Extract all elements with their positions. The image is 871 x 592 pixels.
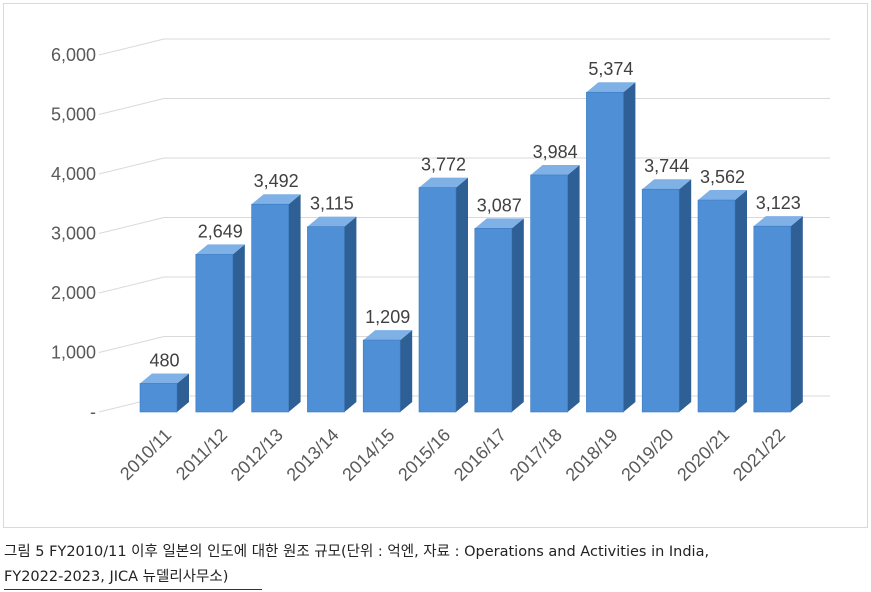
bar-top [530,164,580,175]
x-tick-label: 2020/21 [673,425,733,485]
caption-underline [4,589,262,590]
bar [530,174,568,413]
data-label: 1,209 [365,307,410,327]
bar-side [511,218,524,412]
x-tick-label: 2016/17 [450,425,510,485]
bar-side [735,190,747,412]
gridline-diagonal [98,157,165,175]
bar-side [344,216,357,412]
data-label: 480 [149,350,179,370]
y-tick-label: - [90,402,96,422]
bar [474,228,513,413]
bar [586,91,624,413]
y-tick-label: 4,000 [51,164,96,184]
y-tick-label: 2,000 [51,283,96,303]
y-tick-label: 3,000 [51,224,96,244]
bar [641,188,680,413]
bar-side [232,244,245,412]
gridline-diagonal [98,217,165,234]
bar-side [567,164,580,412]
bar-top [307,216,357,227]
x-tick-label: 2015/16 [394,425,454,485]
bar-top [251,194,301,205]
data-label: 5,374 [588,59,633,79]
bar [697,199,736,413]
bar-top [140,373,189,384]
x-tick-label: 2019/20 [617,425,677,485]
bar-top [753,216,803,227]
data-label: 3,087 [477,195,522,215]
bar-side [456,177,468,412]
data-label: 3,123 [756,193,801,213]
bar [418,187,457,413]
x-tick-label: 2011/12 [172,425,231,484]
bar-top [698,190,747,201]
bar-top [586,82,636,93]
bar-top [195,244,245,255]
data-label: 3,492 [254,171,299,191]
bar-side [790,216,803,412]
bar-top [642,179,692,190]
bar-top [474,218,524,229]
data-label: 3,115 [310,194,354,214]
x-tick-label: 2017/18 [506,425,566,485]
x-tick-label: 2021/22 [729,425,789,485]
bar-side [679,179,692,412]
bar-side [400,330,413,412]
x-tick-label: 2018/19 [562,425,622,485]
data-label: 3,984 [533,142,578,162]
gridline-diagonal [98,276,165,294]
gridline-diagonal [98,336,165,353]
data-label: 3,772 [421,155,466,175]
y-tick-label: 5,000 [51,105,96,125]
bar-top [363,330,413,341]
figure-caption: 그림 5 FY2010/11 이후 일본의 인도에 대한 원조 규모(단위 : … [4,540,868,590]
bar-side [623,82,636,412]
bar [195,254,234,413]
bar [307,226,345,413]
caption-line-1: 그림 5 FY2010/11 이후 일본의 인도에 대한 원조 규모(단위 : … [4,544,710,560]
bar [251,203,289,413]
x-tick-label: 2012/13 [227,425,287,485]
y-tick-label: 1,000 [51,343,96,363]
data-label: 3,562 [700,167,745,187]
bar-side [288,194,301,412]
y-tick-label: 6,000 [51,45,96,65]
gridline-diagonal [98,38,165,56]
bar-side [177,373,189,412]
x-tick-label: 2013/14 [283,425,343,485]
data-label: 2,649 [198,221,243,241]
gridline-diagonal [98,98,165,115]
bar-top [419,177,468,188]
bar [753,225,792,413]
bar [362,339,401,413]
data-label: 3,744 [644,156,689,176]
caption-line-2: FY2022-2023, JICA 뉴델리사무소) [4,569,229,585]
x-tick-label: 2014/15 [338,425,398,485]
chart-area: - 1,000 2,000 3,000 4,000 5,000 6,000 480 2010/1… [3,3,868,528]
x-tick-label: 2010/11 [116,425,175,484]
bar [139,383,178,413]
bar-chart: - 1,000 2,000 3,000 4,000 5,000 6,000 480 2010/1… [51,38,830,485]
